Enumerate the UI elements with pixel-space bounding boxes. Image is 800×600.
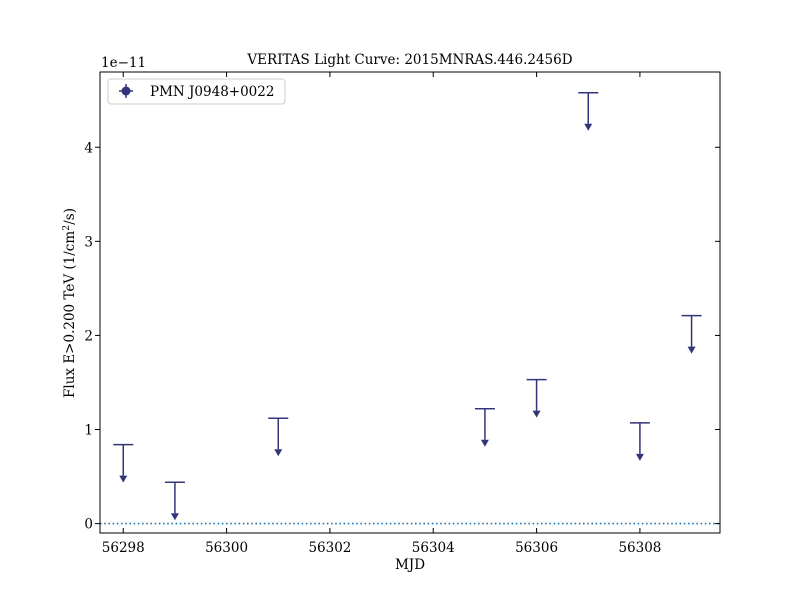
upper-limit-mark: [268, 417, 289, 457]
upper-limit-arrowhead: [480, 439, 489, 447]
y-tick-label: 0: [84, 517, 93, 533]
y-tick-label: 2: [84, 328, 93, 344]
legend: PMN J0948+0022: [107, 78, 286, 105]
x-tick-label: 56304: [412, 540, 455, 556]
y-offset-text: 1e−11: [101, 55, 146, 71]
upper-limit-mark: [474, 408, 495, 447]
upper-limit-arrowhead: [119, 475, 128, 483]
y-tick-label: 1: [84, 423, 93, 439]
x-axis-label: MJD: [395, 557, 425, 573]
upper-limit-arrowhead: [170, 513, 179, 521]
y-axis-label-sup: 2: [61, 225, 72, 231]
chart-title: VERITAS Light Curve: 2015MNRAS.446.2456D: [246, 52, 572, 68]
y-axis-label: Flux E>0.200 TeV (1/cm2/s): [61, 208, 78, 398]
x-tick-label: 56306: [515, 540, 558, 556]
x-tick-label: 56302: [308, 540, 351, 556]
x-tick-label: 56300: [205, 540, 248, 556]
plot-frame: [99, 71, 721, 534]
y-axis-label-main: Flux E>0.200 TeV (1/cm: [62, 231, 78, 398]
y-tick-label: 3: [84, 234, 93, 250]
upper-limit-arrowhead: [532, 410, 541, 418]
upper-limit-mark: [578, 91, 599, 131]
upper-limit-arrowhead: [687, 346, 696, 354]
x-tick-label: 56298: [102, 540, 145, 556]
legend-box: [107, 78, 286, 105]
upper-limit-arrowhead: [584, 123, 593, 131]
legend-label: PMN J0948+0022: [150, 84, 274, 100]
y-axis-label-end: /s): [62, 208, 78, 225]
legend-marker-icon: [119, 84, 133, 98]
y-tick-label: 4: [84, 140, 93, 156]
upper-limit-mark: [164, 481, 185, 521]
upper-limit-arrowhead: [274, 449, 283, 457]
upper-limit-arrowhead: [635, 453, 644, 461]
upper-limit-mark: [526, 378, 547, 418]
x-tick-label: 56308: [618, 540, 661, 556]
upper-limit-mark: [629, 422, 650, 461]
upper-limit-mark: [681, 314, 702, 354]
upper-limit-mark: [113, 443, 134, 483]
